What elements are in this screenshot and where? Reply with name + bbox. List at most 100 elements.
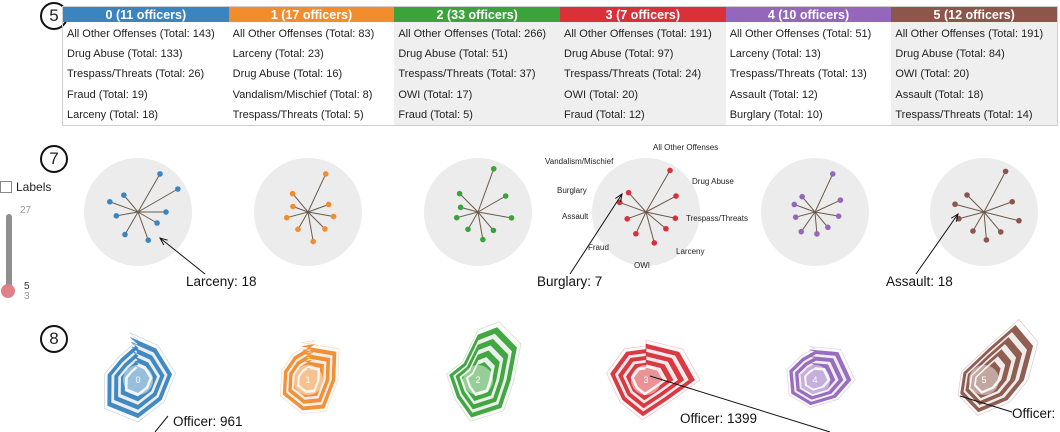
glyph-spoke — [628, 192, 647, 213]
glyph-spoke — [286, 211, 309, 219]
step-7-marker: 7 — [40, 145, 68, 173]
glyph-spoke-endpoint — [1009, 198, 1015, 205]
callout-arrow-line — [159, 237, 206, 275]
glyph-spoke-endpoint — [465, 226, 471, 233]
glyph-spoke — [635, 211, 647, 234]
offense-row: Drug Abuse (Total: 84) — [895, 48, 1005, 61]
glyph-spoke-endpoint — [490, 227, 497, 234]
glyph-spoke-endpoint — [453, 214, 460, 221]
cluster-badge-label: 5 — [981, 375, 986, 385]
cluster-header[interactable]: 2 (33 officers) — [394, 7, 561, 23]
labels-toggle[interactable]: Labels — [0, 180, 51, 194]
glyph-spoke-endpoint — [330, 213, 337, 220]
glyph-spoke — [116, 211, 139, 217]
radar-layer — [127, 365, 150, 393]
offense-row: Drug Abuse (Total: 51) — [398, 48, 508, 61]
glyph-spoke — [983, 211, 1020, 222]
offense-row: Drug Abuse (Total: 133) — [67, 48, 183, 61]
cluster-header[interactable]: 3 (7 officers) — [560, 7, 726, 23]
cluster-column-0[interactable]: 0 (11 officers) All Other Offenses (Tota… — [63, 7, 229, 125]
glyph-spoke-endpoint — [624, 216, 631, 222]
cluster-column-4[interactable]: 4 (10 officers) All Other Offenses (Tota… — [725, 7, 892, 125]
cluster-header[interactable]: 0 (11 officers) — [63, 7, 229, 23]
radar-layer — [299, 367, 318, 391]
glyph-spoke — [814, 211, 818, 234]
glyph-spoke — [983, 201, 1013, 213]
glyph-spoke — [297, 211, 309, 230]
cluster-badge-label: 1 — [305, 375, 310, 385]
glyph-spoke-endpoint — [672, 215, 679, 222]
offense-row: Trespass/Threats (Total: 24) — [564, 68, 702, 81]
glyph-spoke — [477, 168, 495, 213]
callout-larceny: Larceny: 18 — [186, 274, 257, 289]
step-number: 8 — [49, 329, 59, 348]
glyph-spoke — [627, 211, 647, 220]
glyph-spoke — [307, 204, 329, 213]
glyph-spoke — [983, 211, 1002, 233]
glyph-spoke — [467, 211, 479, 230]
slider-min-label: 3 — [24, 291, 30, 302]
offense-row: Larceny (Total: 13) — [729, 48, 821, 61]
glyph-spoke — [477, 195, 506, 213]
threshold-slider-track[interactable] — [6, 214, 12, 290]
offense-row: Trespass/Threats (Total: 5) — [232, 108, 364, 121]
glyph-spoke — [137, 211, 158, 224]
radar-layer — [468, 362, 492, 393]
offense-row: OWI (Total: 20) — [564, 88, 638, 101]
glyph-spoke — [983, 171, 1007, 213]
glyph-spoke-endpoint — [651, 240, 658, 246]
cluster-column-3[interactable]: 3 (7 officers) All Other Offenses (Total… — [560, 7, 726, 125]
glyph-spoke-endpoint — [508, 215, 515, 221]
glyph-spoke-endpoint — [107, 198, 113, 205]
offense-row: All Other Offenses (Total: 51) — [729, 28, 872, 41]
cluster-header[interactable]: 1 (17 officers) — [228, 7, 395, 23]
cluster-header[interactable]: 5 (12 officers) — [891, 7, 1058, 23]
glyph-spoke-endpoint — [121, 192, 127, 198]
offense-row: Trespass/Threats (Total: 14) — [895, 108, 1033, 121]
cluster-header[interactable]: 4 (10 officers) — [725, 7, 892, 23]
glyph-spoke-endpoint — [837, 197, 844, 203]
cluster-badge-label: 4 — [812, 375, 817, 385]
offense-row: Trespass/Threats (Total: 37) — [398, 68, 536, 81]
offense-row: Larceny (Total: 18) — [67, 108, 159, 121]
offense-row: Trespass/Threats (Total: 13) — [729, 68, 867, 81]
glyph-spoke — [814, 199, 841, 213]
step-number: 7 — [49, 149, 59, 168]
offense-row: All Other Offenses (Total: 143) — [67, 28, 215, 41]
glyph-spoke — [801, 196, 816, 213]
officer-pointer-line — [649, 375, 831, 432]
glyph-spoke-endpoint — [983, 237, 990, 243]
glyph-spoke — [456, 211, 479, 219]
glyph-spoke — [137, 188, 179, 213]
threshold-slider-handle[interactable] — [1, 284, 15, 298]
cluster-badge-bg — [631, 365, 661, 395]
cluster-badge-label: 3 — [643, 375, 648, 385]
glyph-spoke — [459, 193, 479, 213]
glyph-spoke — [795, 211, 816, 218]
glyph-spoke — [814, 211, 829, 228]
glyph-spoke-endpoint — [490, 165, 497, 172]
officer-callout-0: Officer: 961 — [173, 414, 243, 429]
glyph-spoke-endpoint — [295, 226, 301, 233]
offense-row: Trespass/Threats (Total: 26) — [67, 68, 205, 81]
cluster-badge-label: 2 — [475, 375, 480, 385]
glyph-spoke-endpoint — [952, 201, 958, 208]
glyph-spoke — [966, 194, 985, 213]
glyph-spoke-endpoint — [122, 231, 128, 238]
glyph-spoke — [124, 211, 139, 235]
glyph-spoke-endpoint — [1002, 168, 1009, 175]
glyph-spoke-endpoint — [290, 203, 296, 210]
glyph-spoke-endpoint — [792, 214, 799, 220]
slider-value-label: 5 — [24, 281, 30, 292]
cluster-badge-bg — [463, 365, 493, 395]
cluster-column-5[interactable]: 5 (12 officers) All Other Offenses (Tota… — [891, 7, 1058, 125]
cluster-column-2[interactable]: 2 (33 officers) All Other Offenses (Tota… — [394, 7, 561, 125]
cluster-column-1[interactable]: 1 (17 officers) All Other Offenses (Tota… — [228, 7, 395, 125]
officer-pointer-line — [959, 395, 1013, 413]
offense-row: All Other Offenses (Total: 191) — [564, 28, 712, 41]
glyph-spoke — [307, 211, 314, 242]
labels-checkbox[interactable] — [0, 181, 12, 193]
cluster-badge-bg — [123, 365, 153, 395]
glyph-spoke — [292, 193, 309, 213]
callout-arrow-line — [569, 193, 623, 275]
